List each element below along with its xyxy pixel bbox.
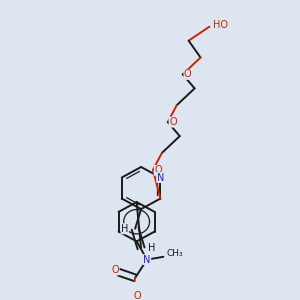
Text: O: O <box>184 69 192 80</box>
Text: H: H <box>121 224 128 234</box>
Text: O: O <box>154 165 162 176</box>
Text: CH₃: CH₃ <box>166 249 183 258</box>
Text: O: O <box>134 291 141 300</box>
Text: H: H <box>148 243 155 254</box>
Text: O: O <box>169 117 177 127</box>
Text: HO: HO <box>213 20 228 30</box>
Text: N: N <box>143 255 151 265</box>
Text: O: O <box>111 265 119 275</box>
Text: N: N <box>157 172 164 182</box>
